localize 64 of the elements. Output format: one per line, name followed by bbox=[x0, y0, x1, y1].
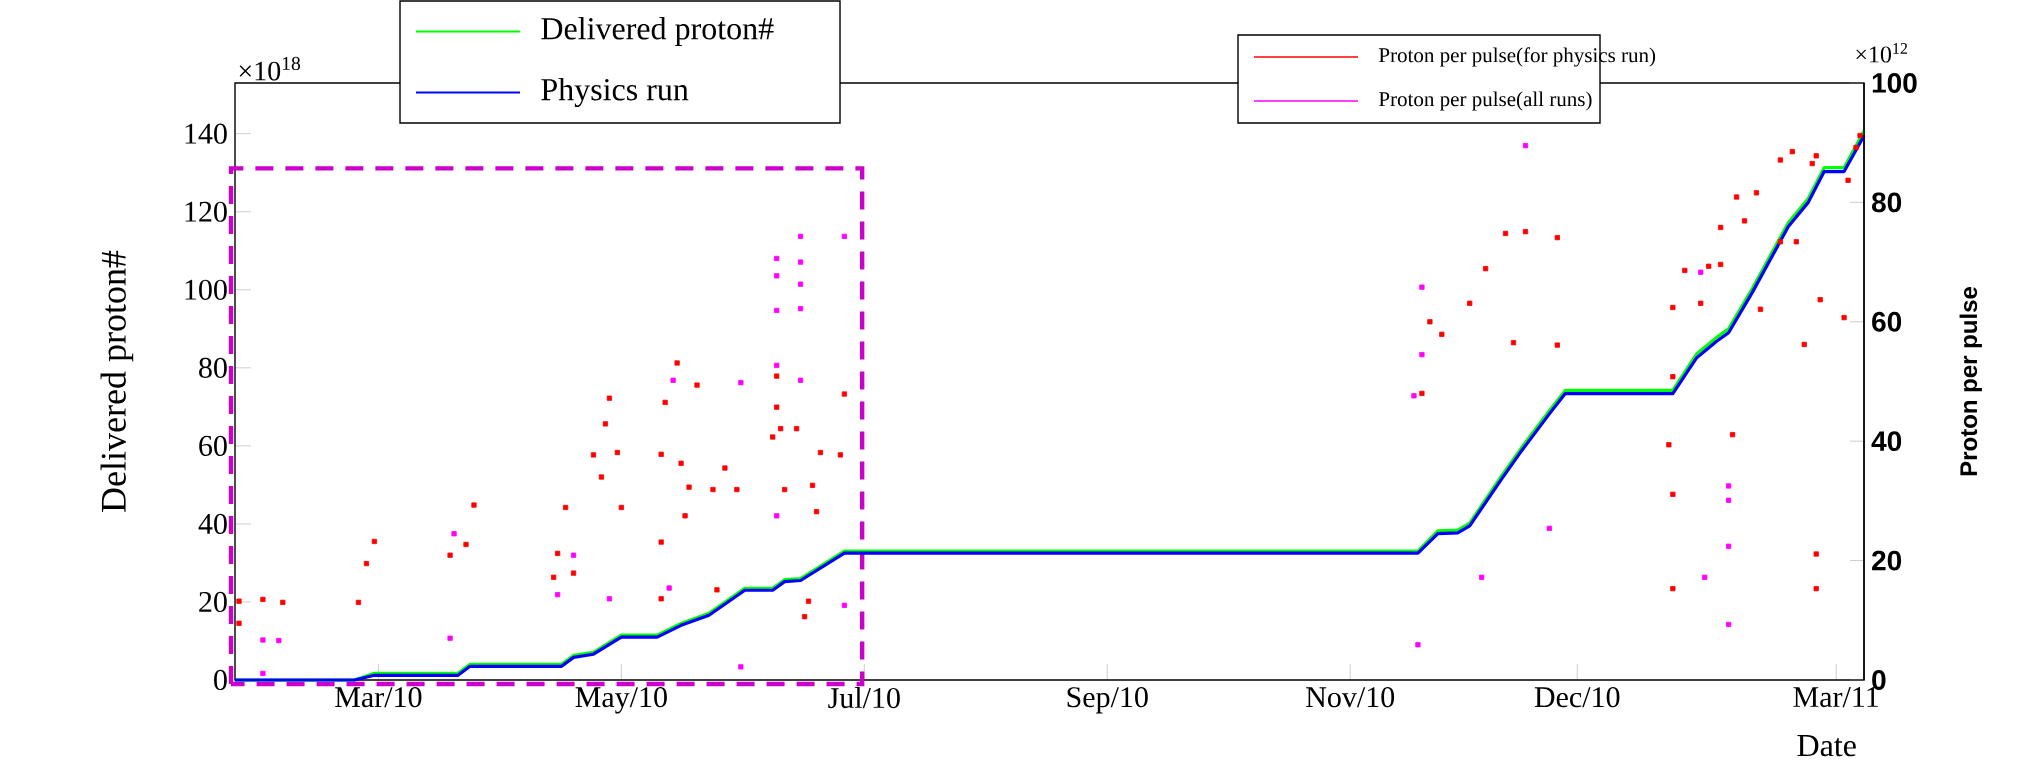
point bbox=[451, 531, 457, 537]
point bbox=[606, 596, 612, 602]
y-axis-title: Delivered proton# bbox=[100, 250, 134, 512]
point bbox=[1415, 642, 1421, 648]
y-tick-label: 40 bbox=[198, 513, 227, 535]
point bbox=[1725, 621, 1732, 628]
x-tick-label: Dec/10 bbox=[1534, 687, 1620, 708]
point bbox=[1725, 543, 1732, 549]
point bbox=[841, 602, 847, 608]
legend-label: Physics run bbox=[541, 77, 689, 108]
y2-tick-label: 20 bbox=[1872, 550, 1902, 571]
point bbox=[774, 513, 780, 519]
y2-tick-label: 60 bbox=[1872, 311, 1902, 332]
point bbox=[447, 635, 453, 641]
point bbox=[670, 377, 676, 383]
y-tick-label: 0 bbox=[214, 669, 227, 691]
y-tick-label: 100 bbox=[185, 279, 227, 300]
text: ×10$^{18}$ bbox=[239, 56, 301, 81]
point bbox=[1725, 497, 1732, 503]
legend-label: Delivered proton# bbox=[541, 16, 774, 46]
point bbox=[1419, 284, 1425, 290]
point bbox=[555, 592, 561, 598]
x-tick-label: Jul/10 bbox=[828, 687, 900, 709]
point bbox=[774, 307, 780, 314]
point bbox=[1725, 483, 1732, 489]
point bbox=[797, 377, 804, 383]
point bbox=[774, 362, 780, 368]
point bbox=[570, 552, 577, 558]
point bbox=[797, 259, 804, 265]
point bbox=[774, 255, 780, 262]
text: ×10$^{12}$ bbox=[1856, 43, 1908, 63]
y-tick-label: 80 bbox=[199, 357, 227, 378]
y-tick-label: 20 bbox=[199, 591, 227, 613]
point bbox=[1411, 393, 1417, 399]
y2-tick-label: 100 bbox=[1872, 73, 1917, 93]
x-axis-title: Date bbox=[1797, 735, 1856, 757]
y-tick-label: 140 bbox=[185, 123, 227, 144]
y2-axis-title: Proton per pulse bbox=[1959, 286, 1982, 476]
point bbox=[797, 281, 804, 287]
point bbox=[1702, 574, 1708, 580]
x-tick-label: Sep/10 bbox=[1067, 687, 1148, 714]
legend-label: Proton per pulse(all runs) bbox=[1379, 91, 1592, 111]
point bbox=[260, 637, 266, 643]
point bbox=[1698, 269, 1704, 275]
point bbox=[797, 306, 804, 312]
point bbox=[276, 637, 282, 644]
point bbox=[841, 233, 847, 240]
point bbox=[666, 585, 672, 591]
x-tick-label: Mar/10 bbox=[335, 687, 422, 708]
y-tick-label: 60 bbox=[199, 435, 227, 456]
point bbox=[1522, 143, 1529, 149]
x-tick-label: Nov/10 bbox=[1306, 687, 1395, 708]
point bbox=[738, 664, 744, 670]
point bbox=[738, 380, 744, 386]
point bbox=[774, 273, 780, 279]
point bbox=[260, 670, 266, 677]
point bbox=[1546, 525, 1552, 531]
point bbox=[797, 233, 804, 240]
y2-tick-label: 40 bbox=[1871, 431, 1902, 452]
point bbox=[1479, 574, 1485, 580]
x-tick-label: May/10 bbox=[575, 687, 667, 714]
point bbox=[1419, 352, 1425, 358]
y-tick-label: 120 bbox=[185, 201, 227, 222]
y2-tick-label: 80 bbox=[1871, 192, 1902, 213]
